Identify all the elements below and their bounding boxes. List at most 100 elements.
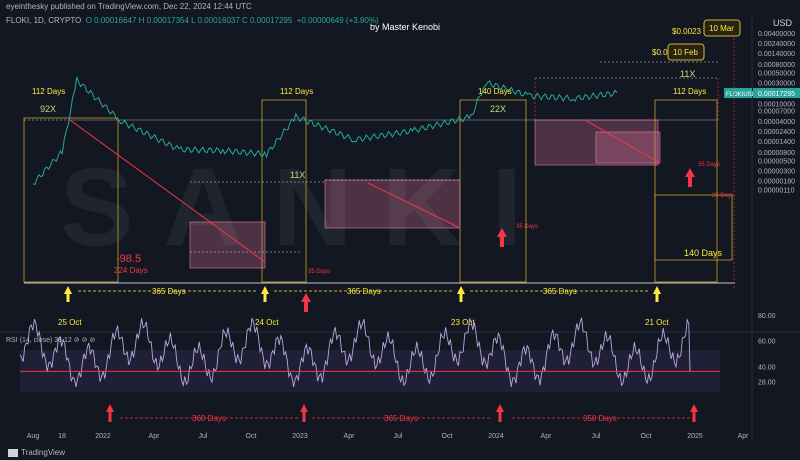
consolidation-box — [534, 119, 659, 166]
rsi-tick-label: 80.00 — [758, 313, 776, 320]
consolidation-box — [324, 179, 461, 229]
price-tick-label: 0.00000300 — [758, 168, 795, 175]
rsi-title: RSI (14, close) 36.12 ⊘ ⊘ ⊘ — [6, 337, 96, 344]
price-tick-label: 0.00050000 — [758, 71, 795, 78]
price-tick-label: 0.00004000 — [758, 119, 795, 126]
x-tick-label: 2023 — [292, 433, 308, 440]
price-tick-label: 0.00240000 — [758, 41, 795, 48]
decline-days-label: 224 Days — [114, 266, 148, 275]
x-tick-label: Apr — [541, 433, 553, 440]
price-value-badge — [753, 88, 800, 99]
cycle-length-label: 365 Days — [347, 287, 381, 296]
rsi-line — [19, 317, 691, 387]
target-high-label: $0.0023 — [672, 27, 701, 36]
price-tick-label: 0.00010000 — [758, 101, 795, 108]
cycle-days-label: 112 Days — [280, 87, 313, 96]
cycle-date-label: 25 Oct — [58, 318, 82, 327]
cycle-box — [23, 117, 119, 283]
short-days-label: 35 Days — [712, 193, 734, 199]
price-change: +0.00000649 (+3.90%) — [296, 16, 379, 25]
publisher-line: eyeinthesky published on TradingView.com… — [6, 2, 252, 11]
target-date-label: 10 Mar — [709, 24, 734, 33]
price-tick-label: 0.00400000 — [758, 31, 795, 38]
cycle-box — [261, 99, 307, 283]
cycle-days-label: 112 Days — [673, 87, 706, 96]
tradingview-footer[interactable]: TradingView — [8, 448, 65, 457]
rsi-cycle-label: 360 Days — [192, 414, 226, 423]
up-arrow-icon — [457, 286, 465, 302]
future-box — [654, 194, 733, 261]
x-tick-label: 2025 — [687, 433, 703, 440]
x-tick-label: Jul — [592, 433, 601, 440]
target-date-box — [703, 19, 741, 37]
x-tick-label: 2022 — [95, 433, 111, 440]
short-days-label: 35 Days — [698, 162, 720, 168]
symbol-name[interactable]: FLOKI, 1D, CRYPTO — [6, 16, 82, 25]
x-tick-label: 18 — [58, 433, 66, 440]
short-days-label: 35 Days — [308, 269, 330, 275]
target-date-label: 10 Feb — [673, 48, 698, 57]
price-tick-label: 0.00080000 — [758, 62, 795, 69]
future-days-label: 140 Days — [684, 248, 723, 258]
short-days-label: 35 Days — [516, 224, 538, 230]
rsi-tick-label: 40.00 — [758, 364, 776, 371]
rsi-arrow-icon — [690, 404, 698, 422]
price-tick-label: 0.00007000 — [758, 108, 795, 115]
up-arrow-icon — [261, 286, 269, 302]
ohlc-values: O 0.00016647 H 0.00017354 L 0.00016037 C… — [85, 16, 293, 25]
consolidation-box — [595, 131, 661, 164]
price-badge-label: FLOKIUSD — [726, 92, 757, 98]
red-arrow-icon — [301, 293, 311, 312]
price-tick-label: 0.00002400 — [758, 129, 795, 136]
currency-label: USD — [772, 18, 792, 28]
symbol-line: FLOKI, 1D, CRYPTO O 0.00016647 H 0.00017… — [6, 16, 379, 25]
price-badge — [724, 88, 752, 99]
rsi-arrow-icon — [106, 404, 114, 422]
price-tick-label: 0.00000110 — [758, 188, 795, 195]
x-tick-label: Aug — [27, 433, 40, 440]
rsi-tick-label: 28.00 — [758, 380, 776, 387]
x-tick-label: Apr — [149, 433, 161, 440]
rsi-cycle-label: 350 Days — [583, 414, 617, 423]
trend-line — [367, 182, 461, 229]
rsi-arrow-icon — [300, 404, 308, 422]
rsi-tick-label: 60.00 — [758, 339, 776, 346]
multiplier-label: 92X — [40, 104, 56, 114]
cycle-date-label: 23 Oct — [451, 318, 475, 327]
consolidation-box — [189, 221, 266, 269]
target-low-label: $0.0011 — [652, 48, 681, 57]
cycle-days-label: 112 Days — [32, 87, 65, 96]
price-tick-label: 0.00000180 — [758, 178, 795, 185]
red-arrow-icon — [497, 228, 507, 247]
footer-label: TradingView — [21, 448, 66, 457]
multiplier-label: 11X — [290, 170, 305, 180]
tradingview-logo-icon — [8, 448, 18, 457]
multiplier-label: 22X — [490, 104, 506, 114]
up-arrow-icon — [653, 286, 661, 302]
multiplier-label: 11X — [680, 69, 695, 79]
cycle-length-label: 365 Days — [543, 287, 577, 296]
x-tick-label: Oct — [641, 433, 652, 440]
price-tick-label: 0.00001400 — [758, 139, 795, 146]
decline-label: -98.5 — [116, 253, 141, 265]
watermark-text: SANKI — [60, 146, 552, 269]
price-line — [32, 76, 618, 186]
trend-line — [69, 119, 266, 263]
cycle-days-label: 140 Days — [478, 87, 512, 96]
target-date-box — [667, 43, 705, 61]
price-value-label: 0.00017295 — [758, 91, 795, 98]
cycle-box — [654, 99, 718, 283]
price-tick-label: 0.00000500 — [758, 159, 795, 166]
price-tick-label: 0.00140000 — [758, 51, 795, 58]
red-arrow-icon — [685, 168, 695, 187]
x-tick-label: Jul — [199, 433, 208, 440]
author-label: by Master Kenobi — [370, 22, 441, 32]
price-tick-label: 0.00000800 — [758, 150, 795, 157]
trend-line — [584, 119, 661, 164]
x-tick-label: Apr — [344, 433, 356, 440]
cycle-length-label: 365 Days — [152, 287, 186, 296]
x-tick-label: 2024 — [488, 433, 504, 440]
up-arrow-icon — [64, 286, 72, 302]
cycle-date-label: 21 Oct — [645, 318, 669, 327]
